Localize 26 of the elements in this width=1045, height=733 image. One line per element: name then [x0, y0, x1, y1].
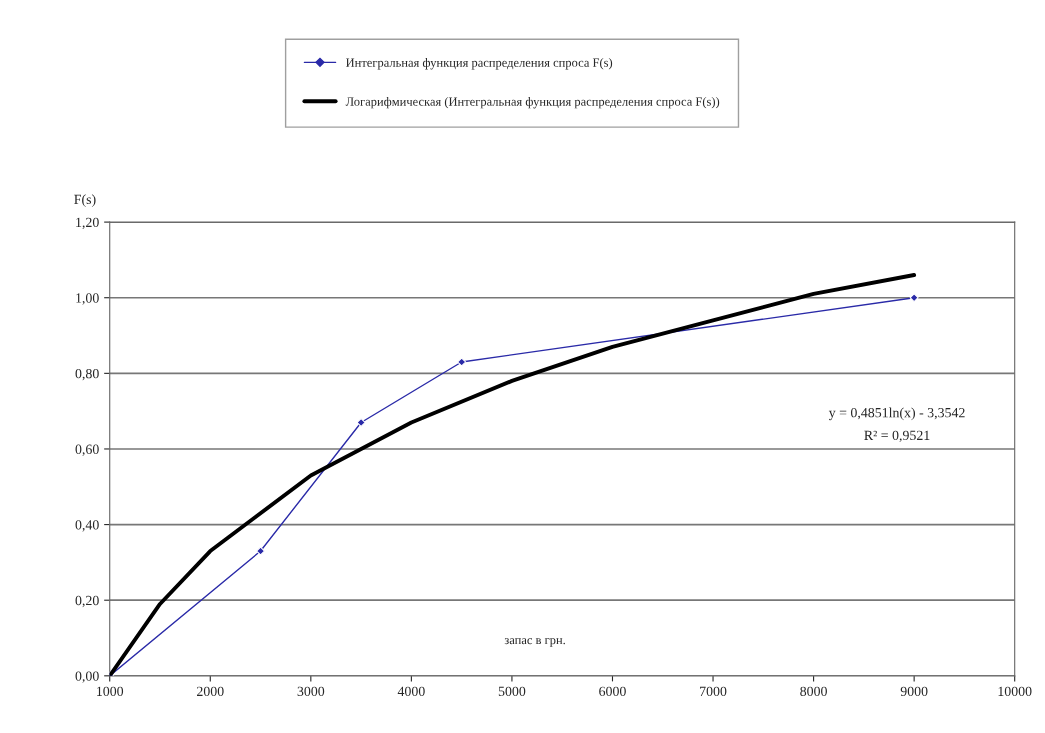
x-tick-label: 3000: [297, 686, 325, 697]
x-tick-label: 8000: [800, 686, 827, 697]
y-tick-label: 0,20: [75, 595, 99, 608]
annotation: R² = 0,9521: [864, 430, 930, 443]
point: [457, 357, 467, 367]
legend-label: Логарифмическая (Интегральная функция распределения спроса F(s)): [345, 97, 720, 109]
x-tick-label: 1000: [97, 686, 124, 697]
x-tick-label: 7000: [700, 686, 727, 697]
x-tick-label: 6000: [599, 686, 626, 697]
x-tick-label: 10000: [998, 686, 1032, 697]
legend-label: Интегральная функция распределения спроса F(s): [345, 58, 613, 70]
x-axis-title: запас в грн.: [504, 638, 565, 647]
x-tick-label: 2000: [197, 686, 224, 697]
y-tick-label: 0,40: [75, 520, 99, 532]
y-tick-label: 0,60: [75, 444, 99, 456]
point: [909, 293, 919, 303]
y-tick-label: 0,00: [75, 671, 99, 683]
y-tick-label: 1,00: [76, 293, 99, 305]
x-tick-label: 4000: [397, 686, 425, 697]
y-axis-title: F(s): [74, 194, 96, 207]
x-tick-label: 5000: [498, 686, 526, 697]
annotation: y = 0,4851ln(x) - 3,3542: [828, 407, 965, 421]
y-tick-label: 1,20: [76, 217, 99, 230]
point: [256, 546, 265, 556]
y-tick-label: 0,80: [75, 368, 99, 381]
x-tick-label: 9000: [900, 686, 928, 697]
